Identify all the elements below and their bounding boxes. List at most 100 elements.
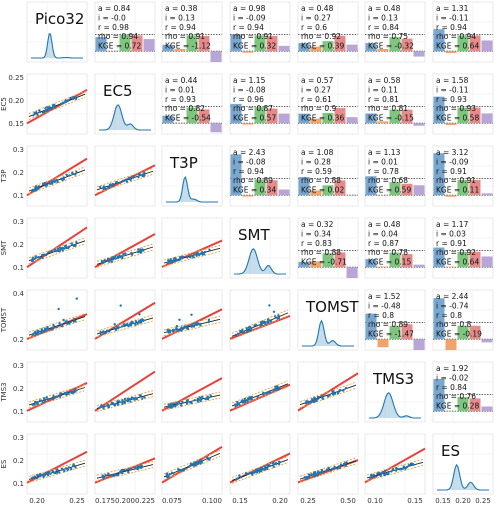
y-tick-label: 0.1 [13,264,24,272]
scatter-point [73,388,76,391]
variable-name: Pico32 [35,10,84,28]
scatter-point [174,404,177,408]
stat-text-a: a = 0.84 [98,4,131,13]
fit-ci-line [28,313,86,333]
panel-frame [364,217,426,279]
fit-ci-line [28,90,86,114]
scatter-point [43,181,47,185]
variable-name: TOMST [305,298,359,316]
stat-text-KGE: KGE = 0.36 [301,114,344,123]
scatter-point [266,391,269,394]
panel-frame [94,1,156,63]
scatter-point [196,400,200,403]
stat-text-KGE: KGE = 0.59 [368,186,411,195]
x-tick-label: 0.175 [95,497,115,505]
scatter-point [40,328,44,331]
stat-bar-rho [401,183,413,196]
scatter-point [125,180,128,183]
fit-ci-line [163,244,221,261]
scatter-point [66,322,69,325]
kde-area [234,248,286,274]
variable-name: EC5 [103,82,133,100]
scatter-point [331,393,335,396]
scatter-point [31,258,35,261]
scatter-point [207,320,210,324]
scatter-point [71,243,74,247]
scatter-point [112,258,115,261]
scatter-point [263,468,266,471]
scatter-point [185,402,189,405]
panel-5-0 [26,361,88,423]
scatter-point [134,323,137,326]
scatter-point [41,401,44,404]
stat-text-i: i = 0.01 [368,157,398,166]
stat-bar-a [433,96,445,124]
stat-bar-KGE [481,40,493,52]
y-tick-label: 0.4 [13,290,25,298]
scatter-point [71,171,74,175]
stat-bar-KGE [346,44,358,52]
scatter-point [32,332,35,336]
panel-3-0 [26,217,88,279]
fit-ci-line [28,319,86,339]
stat-bar-rho [198,109,210,124]
scatter-point [168,405,171,408]
scatter-point [235,403,239,407]
scatter-point [123,397,127,401]
panel-6-3 [229,433,291,495]
stat-bar-a [95,37,107,52]
scatter-point [135,467,138,470]
panel-frame [26,289,88,351]
stat-bar-a [365,113,377,124]
stat-text-rho: rho = 0.75 [368,32,408,41]
scatter-point [104,473,107,477]
scatter-point [40,399,43,402]
stat-text-KGE: KGE = 0.15 [368,258,411,267]
scatter-point [116,256,120,260]
fit-ci-line [96,396,154,412]
scatter-point [208,457,211,460]
variable-name: TMS3 [372,370,414,388]
scatter-point [243,397,247,401]
scatter-point [266,318,270,321]
scatter-point [189,256,192,259]
scatter-point [167,331,170,334]
scatter-point [36,329,39,332]
scatter-point [331,467,334,470]
scatter-point [141,174,144,178]
scatter-point [327,466,330,470]
scatter-point [102,187,105,191]
scatter-point [129,322,132,325]
stat-bar-a [365,313,377,340]
scatter-point [304,401,307,405]
scatter-point [104,187,107,190]
scatter-point [272,388,275,391]
fit-ci-line [96,461,154,476]
scatter-point [51,326,55,329]
scatter-point [175,327,178,330]
fit-ci-line [366,464,424,482]
scatter-point [203,250,207,254]
scatter-point [391,468,394,472]
scatter-point [261,468,264,471]
stat-bar-rho [469,251,481,268]
scatter-point [143,396,146,399]
scatter-point [63,247,66,250]
panel-0-0: Pico32 [26,1,88,63]
scatter-point [121,402,124,405]
stat-bar-KGE [481,406,493,412]
scatter-point [402,465,406,468]
stat-bar-a [365,259,377,268]
stat-text-KGE: KGE = 0.11 [436,186,479,195]
panel-1-0 [26,73,88,135]
scatter-point [138,313,141,316]
scatter-point [122,323,126,326]
scatter-point [38,256,42,260]
scatter-point [61,249,64,252]
scatter-point [30,259,34,263]
scatter-point [124,252,127,255]
fit-ci-line [96,320,154,338]
scatter-point [126,397,129,401]
